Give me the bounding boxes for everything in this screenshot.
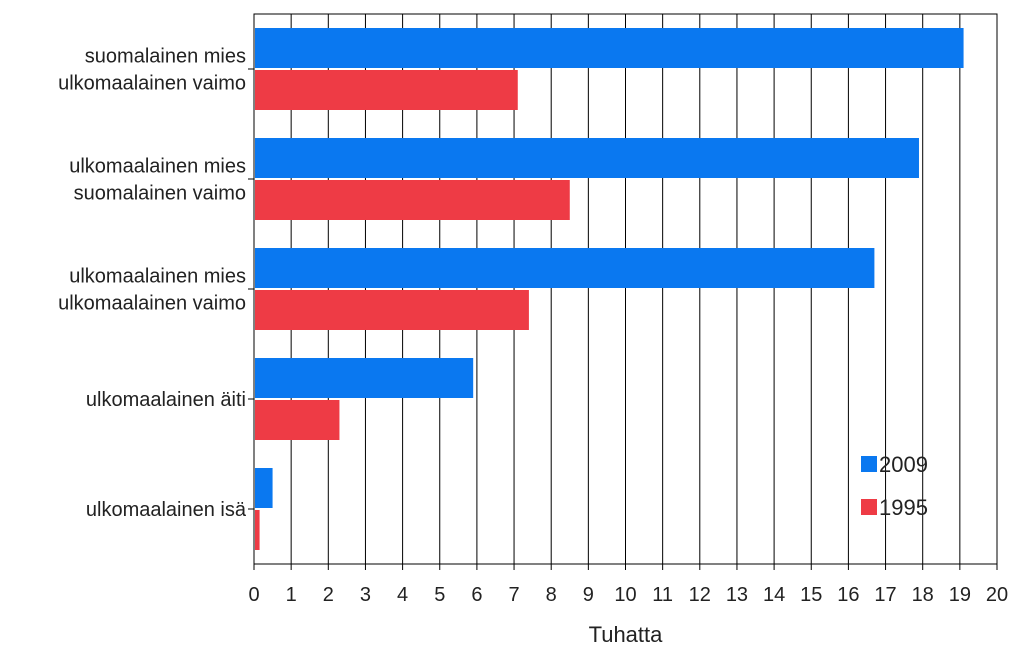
x-tick-label: 8 [546,584,557,606]
x-tick-label: 10 [614,584,636,606]
legend-swatch [861,456,877,472]
x-tick-label: 0 [248,584,259,606]
bar-2009 [255,28,964,68]
bar-2009 [255,468,273,508]
x-tick-label: 2 [323,584,334,606]
bar-2009 [255,138,919,178]
x-tick-label: 3 [360,584,371,606]
x-tick-label: 16 [837,584,859,606]
x-tick-label: 11 [652,584,673,606]
x-tick-label: 1 [286,584,297,606]
x-tick-label: 19 [949,584,971,606]
x-tick-label: 6 [471,584,482,606]
x-tick-label: 7 [508,584,519,606]
x-tick-label: 20 [986,584,1008,606]
x-tick-label: 4 [397,584,408,606]
x-tick-label: 18 [912,584,934,606]
category-label: ulkomaalainen isä [86,499,247,521]
category-label: ulkomaalainen vaimo [58,293,246,315]
category-label: ulkomaalainen mies [69,266,246,288]
x-tick-label: 12 [689,584,711,606]
x-tick-label: 13 [726,584,748,606]
x-tick-labels: 0 1 2 3 4 5 6 7 8 9 10 11 12 13 14 15 16 17 18 19 20 [248,584,1008,606]
bar-1995 [255,180,570,220]
bar-2009 [255,358,474,398]
legend-label: 2009 [879,452,928,477]
category-label: ulkomaalainen vaimo [58,73,246,95]
x-axis-label: Tuhatta [589,622,664,646]
category-label: suomalainen mies [85,46,246,68]
category-label: ulkomaalainen mies [69,156,246,178]
legend: 2009 1995 [861,452,928,520]
x-tick-label: 15 [800,584,822,606]
plot-area-frame [253,13,998,565]
bars [255,28,964,550]
legend-label: 1995 [879,495,928,520]
x-tick-label: 17 [874,584,896,606]
x-tick-label: 9 [583,584,594,606]
category-labels: suomalainen mies ulkomaalainen vaimo ulkom… [58,46,247,522]
category-label: suomalainen vaimo [74,183,246,205]
bar-1995 [255,70,518,110]
category-label: ulkomaalainen äiti [86,389,246,411]
bar-1995 [255,290,529,330]
legend-swatch [861,499,877,515]
bar-1995 [255,510,260,550]
x-tick-label: 14 [763,584,785,606]
bar-2009 [255,248,875,288]
x-tick-label: 5 [434,584,445,606]
bar-1995 [255,400,340,440]
